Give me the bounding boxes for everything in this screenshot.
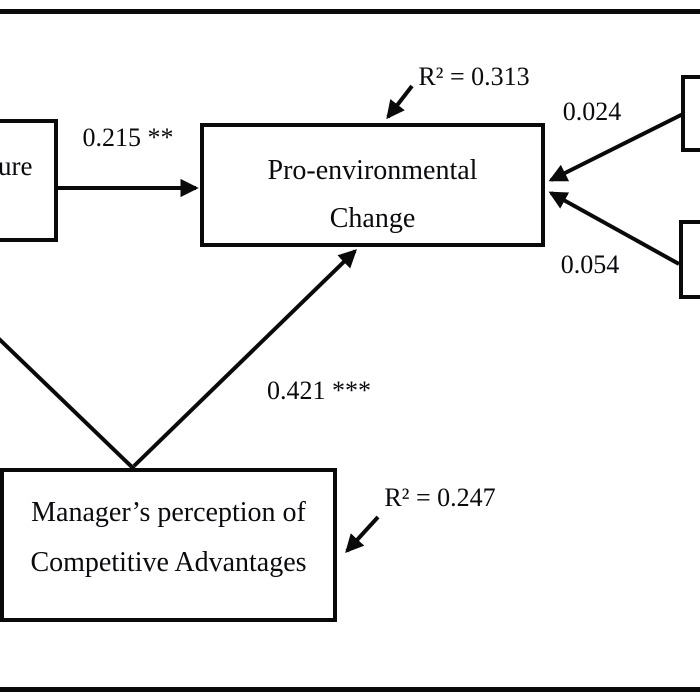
node-managers-perception-label-line2: Competitive Advantages (30, 547, 307, 578)
connector-manager-to-proenv-arrow (132, 249, 357, 468)
path-coefficient-bottomright-to-change: 0.054 (560, 250, 620, 279)
node-pro-environmental-change-label-line1: Pro-environmental (267, 155, 478, 186)
r2-annotation-arrow-manager (345, 515, 380, 554)
path-coefficient-left-to-change: 0.215 ** (82, 123, 174, 152)
r2-annotation-arrow-proenv (386, 84, 414, 120)
figure-frame-bottom-rule (0, 687, 700, 692)
node-pro-environmental-change-label-line2: Change (329, 203, 416, 234)
path-coefficient-manager-to-change: 0.421 *** (267, 376, 371, 405)
connector-left-to-manager-line (0, 337, 136, 471)
r2-label-manager: R² = 0.247 (384, 483, 496, 512)
r2-label-proenv: R² = 0.313 (418, 62, 530, 91)
node-top-right-partial (681, 75, 700, 152)
connector-bottomright-to-proenv-arrow (548, 191, 680, 266)
node-pro-environmental-change: Pro-environmental Change (200, 123, 545, 247)
node-managers-perception-label-line1: Manager’s perception of (31, 497, 306, 528)
node-left-partial: ure (0, 119, 58, 242)
path-coefficient-topright-to-change: 0.024 (562, 97, 622, 126)
figure-frame-top-rule (0, 9, 700, 14)
node-left-partial-label: ure (0, 151, 33, 181)
node-bottom-right-partial (679, 220, 700, 299)
connector-topright-to-proenv-arrow (548, 112, 684, 182)
node-managers-perception: Manager’s perception of Competitive Adva… (0, 468, 337, 622)
